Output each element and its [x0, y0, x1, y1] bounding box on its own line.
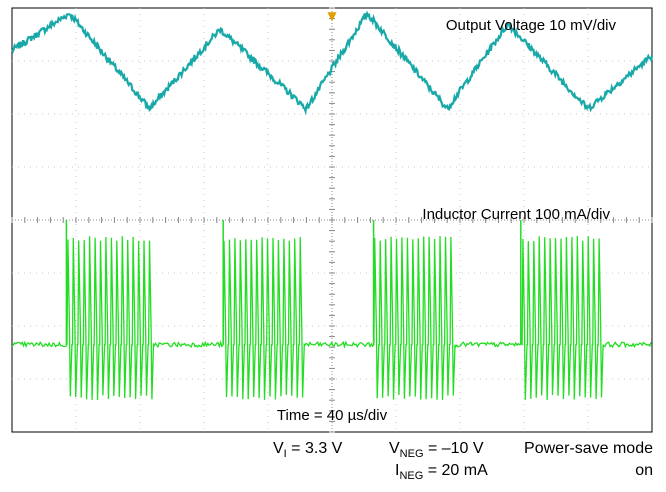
time-scale-label: Time = 40 µs/div [277, 407, 388, 424]
series-inductor-current [11, 235, 652, 401]
input-voltage-label: VI = 3.3 V [273, 440, 343, 460]
mode-label-line2: on [635, 462, 653, 479]
trigger-marker: ▼ [327, 9, 337, 23]
grid [11, 7, 653, 433]
series-output-voltage [11, 10, 654, 116]
negative-current-label: INEG = 20 mA [395, 462, 488, 482]
traces [11, 10, 654, 401]
negative-voltage-label: VNEG = –10 V [389, 440, 484, 460]
series-label-output-voltage: Output Voltage 10 mV/div [446, 17, 617, 34]
mode-label-line1: Power-save mode [524, 440, 653, 457]
series-label-inductor-current: Inductor Current 100 mA/div [422, 206, 610, 223]
